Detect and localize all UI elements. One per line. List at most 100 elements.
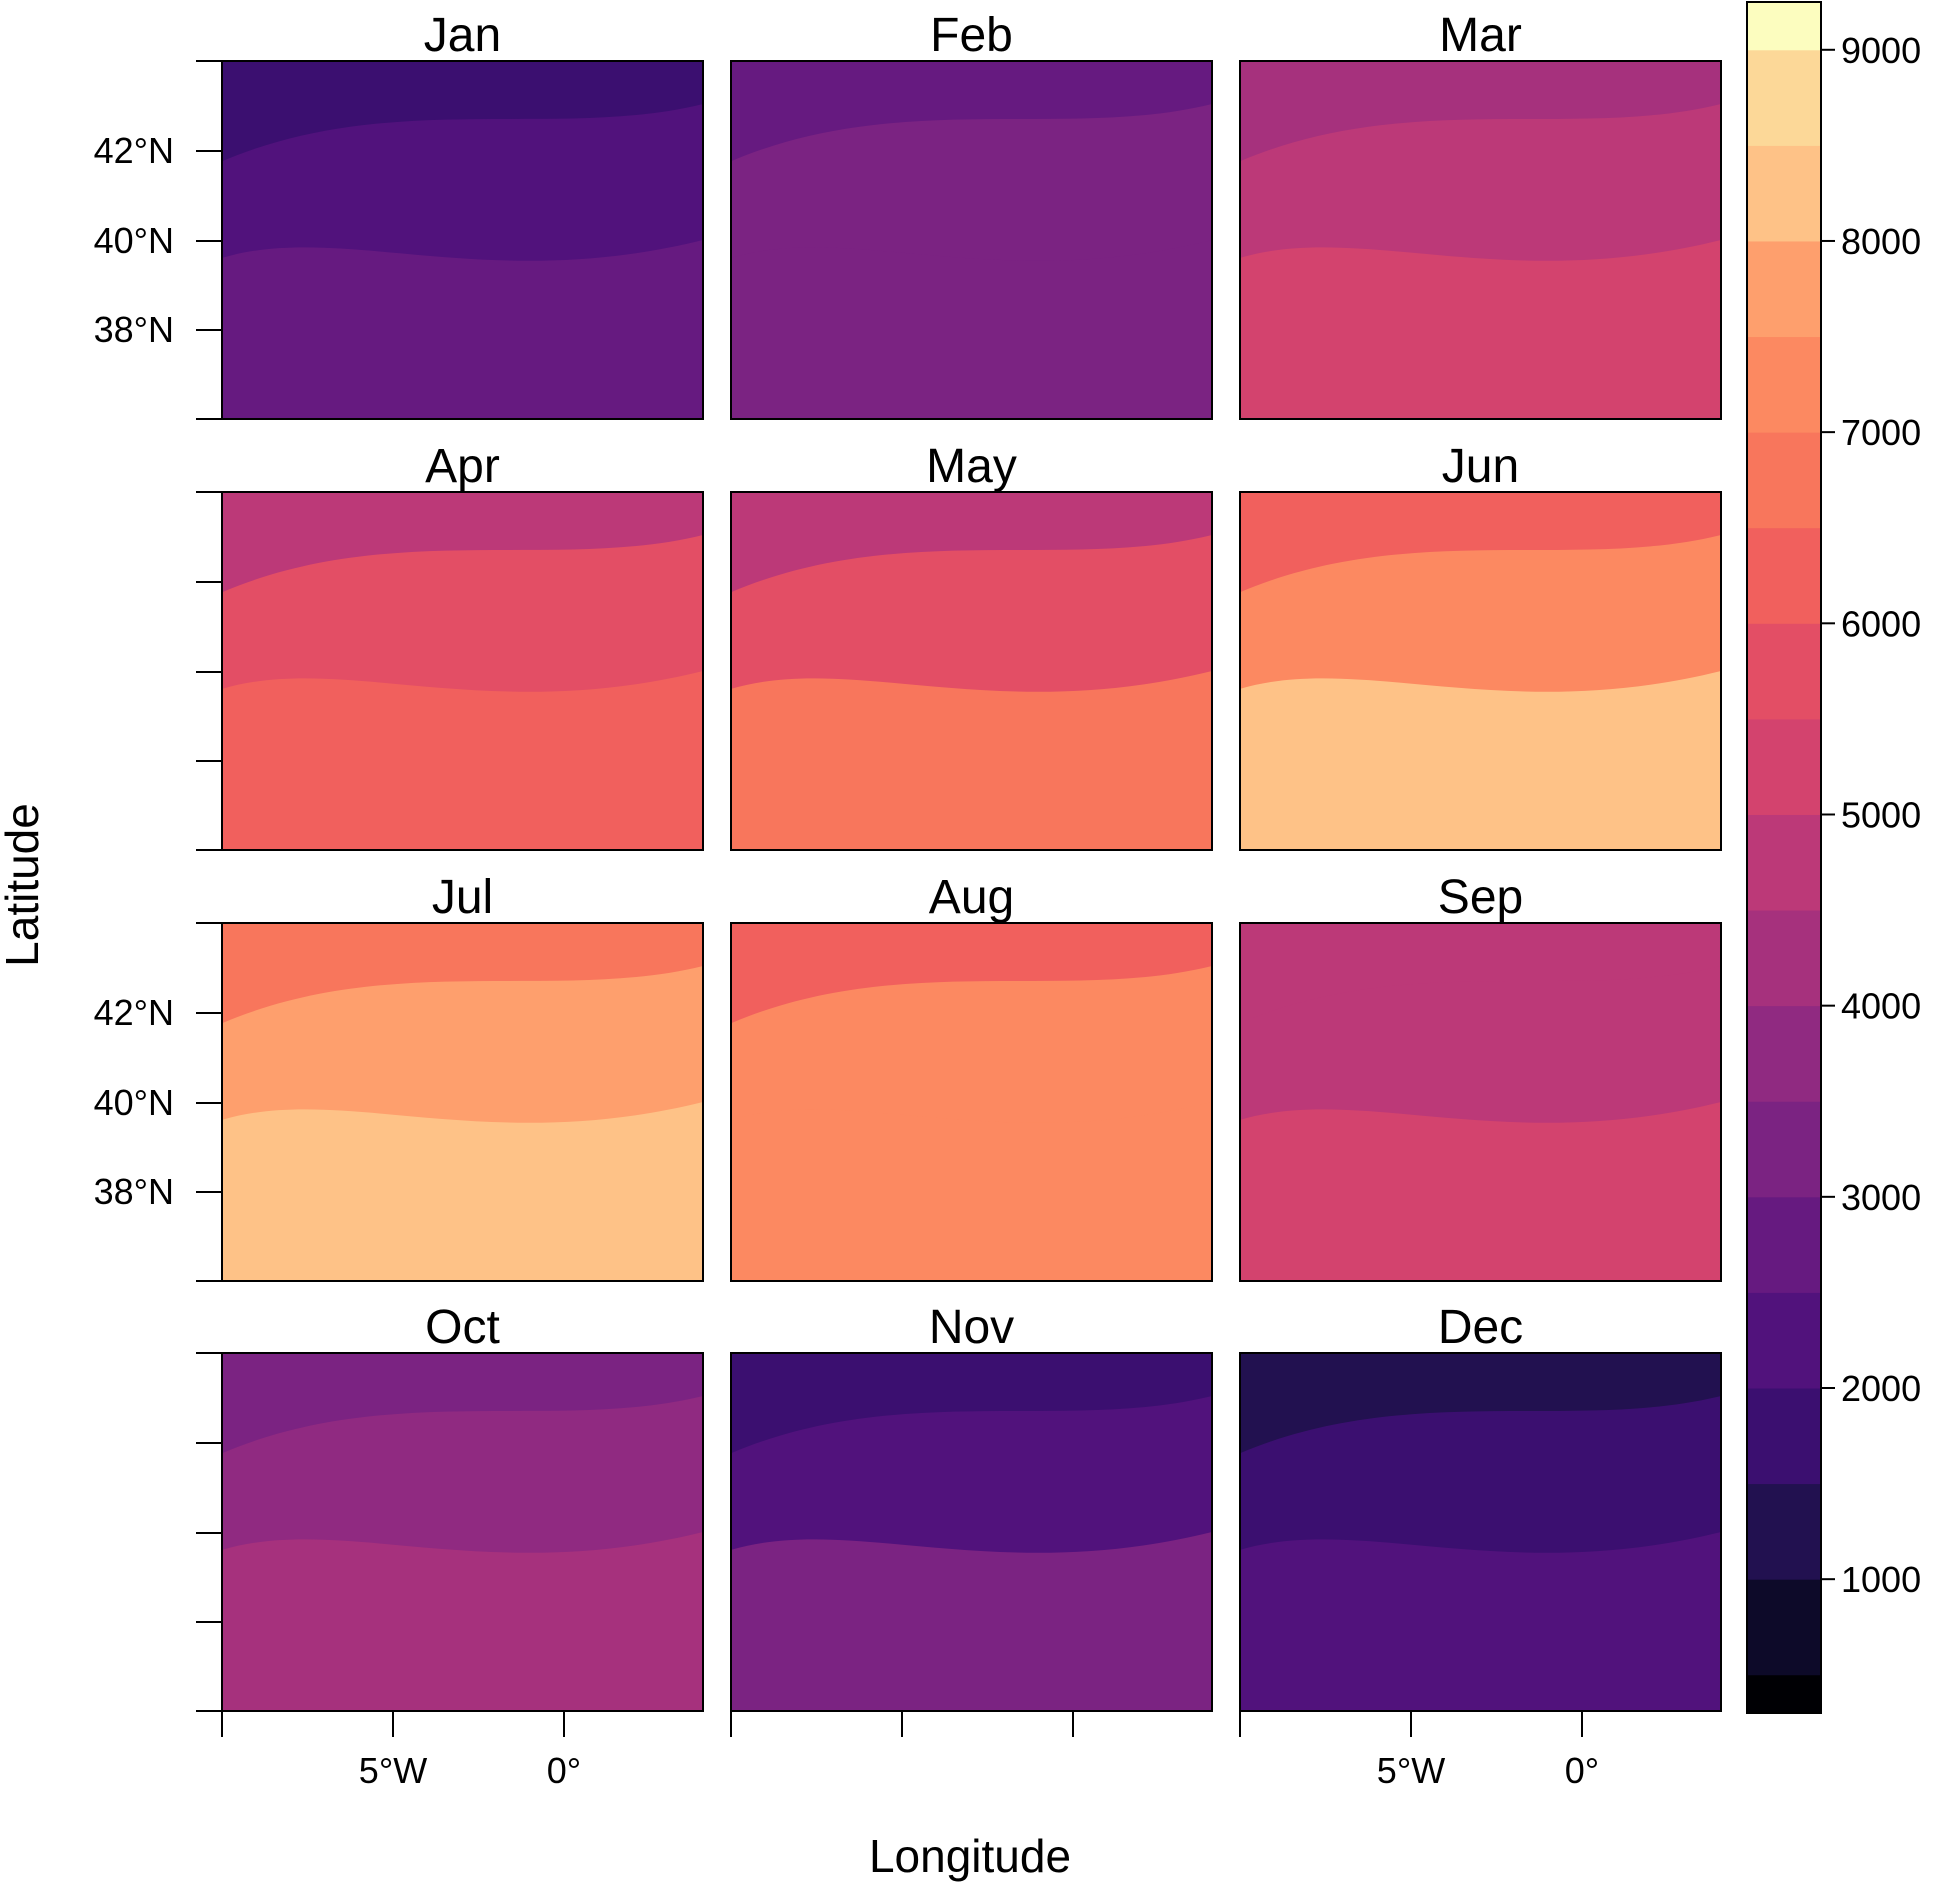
colorbar-swatch — [1747, 1483, 1821, 1580]
panel-title: May — [926, 440, 1017, 493]
panel-frame — [1239, 491, 1722, 851]
colorbar-swatch — [1747, 49, 1821, 146]
panel-frame — [730, 60, 1213, 420]
colorbar: 1000 2000 3000 4000 5000 6000 7000 8000 9000 — [1746, 1, 1921, 1714]
y-tick-label: 38°N — [94, 1171, 174, 1212]
colorbar-swatch — [1747, 1292, 1821, 1389]
panel-jul: Jul — [221, 871, 704, 1282]
x-tick-label: 5°W — [1377, 1750, 1445, 1791]
panel-mar: Mar — [1239, 9, 1722, 420]
panel-frame — [730, 922, 1213, 1282]
colorbar-tick-label: 2000 — [1841, 1368, 1921, 1409]
field-north — [222, 923, 703, 1024]
x-tick-label: 0° — [547, 1750, 581, 1791]
x-axis-title: Longitude — [869, 1830, 1071, 1882]
panel-dec: Dec — [1239, 1301, 1722, 1712]
panel-nov: Nov — [730, 1301, 1213, 1712]
colorbar-swatch — [1747, 718, 1821, 815]
colorbar-tick-label: 6000 — [1841, 603, 1921, 644]
field-north — [731, 1353, 1212, 1454]
y-tick-label: 42°N — [94, 130, 174, 171]
field-south — [731, 1102, 1212, 1281]
field-north — [1240, 492, 1721, 593]
field-north — [222, 1353, 703, 1454]
panel-frame — [730, 491, 1213, 851]
colorbar-tick-label: 5000 — [1841, 794, 1921, 835]
colorbar-swatch — [1747, 1388, 1821, 1485]
panel-title: Jun — [1442, 440, 1519, 493]
panel-frame — [1239, 60, 1722, 420]
field-south — [222, 1532, 703, 1711]
panel-frame — [1239, 1352, 1722, 1712]
field-north — [1240, 61, 1721, 162]
panel-title: Oct — [425, 1301, 500, 1354]
colorbar-swatch — [1747, 1579, 1821, 1676]
panel-oct: Oct — [221, 1301, 704, 1712]
panel-frame — [1239, 922, 1722, 1282]
field-north — [222, 492, 703, 593]
colorbar-swatch — [1747, 1005, 1821, 1102]
colorbar-swatch — [1747, 2, 1821, 51]
panel-title: Aug — [929, 871, 1014, 924]
field-north — [1240, 1353, 1721, 1454]
colorbar-swatch — [1747, 623, 1821, 720]
colorbar-tick-label: 4000 — [1841, 986, 1921, 1027]
colorbar-swatch — [1747, 432, 1821, 529]
field-south — [222, 1102, 703, 1281]
panel-frame — [730, 1352, 1213, 1712]
colorbar-swatch — [1747, 910, 1821, 1007]
field-south — [731, 240, 1212, 419]
colorbar-swatch — [1747, 527, 1821, 624]
panel-title: Dec — [1438, 1301, 1523, 1354]
y-tick-label: 38°N — [94, 309, 174, 350]
colorbar-tick-label: 9000 — [1841, 30, 1921, 71]
y-tick-label: 40°N — [94, 220, 174, 261]
panel-title: Apr — [425, 440, 500, 493]
panel-grid: Jan Feb Mar Apr May Jun Jul Aug Sep Oct Nov Dec — [221, 9, 1722, 1712]
field-north — [731, 923, 1212, 1024]
field-north — [1240, 923, 1721, 1024]
colorbar-swatch — [1747, 1674, 1821, 1714]
x-tick-label: 0° — [1565, 1750, 1599, 1791]
panel-title: Jan — [424, 9, 501, 62]
panel-sep: Sep — [1239, 871, 1722, 1282]
panel-aug: Aug — [730, 871, 1213, 1282]
colorbar-tick-label: 1000 — [1841, 1559, 1921, 1600]
field-south — [1240, 671, 1721, 850]
x-tick-label: 5°W — [359, 1750, 427, 1791]
field-north — [222, 61, 703, 162]
y-tick-label: 42°N — [94, 992, 174, 1033]
colorbar-tick-label: 7000 — [1841, 412, 1921, 453]
field-north — [731, 492, 1212, 593]
panel-jun: Jun — [1239, 440, 1722, 851]
field-south — [731, 1532, 1212, 1711]
panel-jan: Jan — [221, 9, 704, 420]
panel-apr: Apr — [221, 440, 704, 851]
field-south — [222, 240, 703, 419]
field-south — [1240, 1102, 1721, 1281]
colorbar-swatch — [1747, 1101, 1821, 1198]
colorbar-swatch — [1747, 240, 1821, 338]
colorbar-swatch — [1747, 145, 1821, 242]
field-north — [731, 61, 1212, 162]
panel-title: Nov — [929, 1301, 1014, 1354]
axes: 42°N 40°N 38°N 42°N 40°N 38°N 5°W 0° 5°W 0° — [94, 60, 1599, 1791]
colorbar-tick-label: 3000 — [1841, 1177, 1921, 1218]
colorbar-tick-label: 8000 — [1841, 221, 1921, 262]
colorbar-swatch — [1747, 814, 1821, 911]
field-south — [222, 671, 703, 850]
y-tick-label: 40°N — [94, 1082, 174, 1123]
field-south — [731, 671, 1212, 850]
panel-title: Sep — [1438, 871, 1523, 924]
colorbar-swatch — [1747, 1196, 1821, 1293]
colorbar-swatch — [1747, 336, 1821, 433]
panel-may: May — [730, 440, 1213, 851]
panel-title: Jul — [432, 871, 493, 924]
panel-title: Mar — [1439, 9, 1522, 62]
panel-title: Feb — [930, 9, 1013, 62]
panel-feb: Feb — [730, 9, 1213, 420]
field-south — [1240, 1532, 1721, 1711]
field-south — [1240, 240, 1721, 419]
y-axis-title: Latitude — [0, 803, 48, 967]
